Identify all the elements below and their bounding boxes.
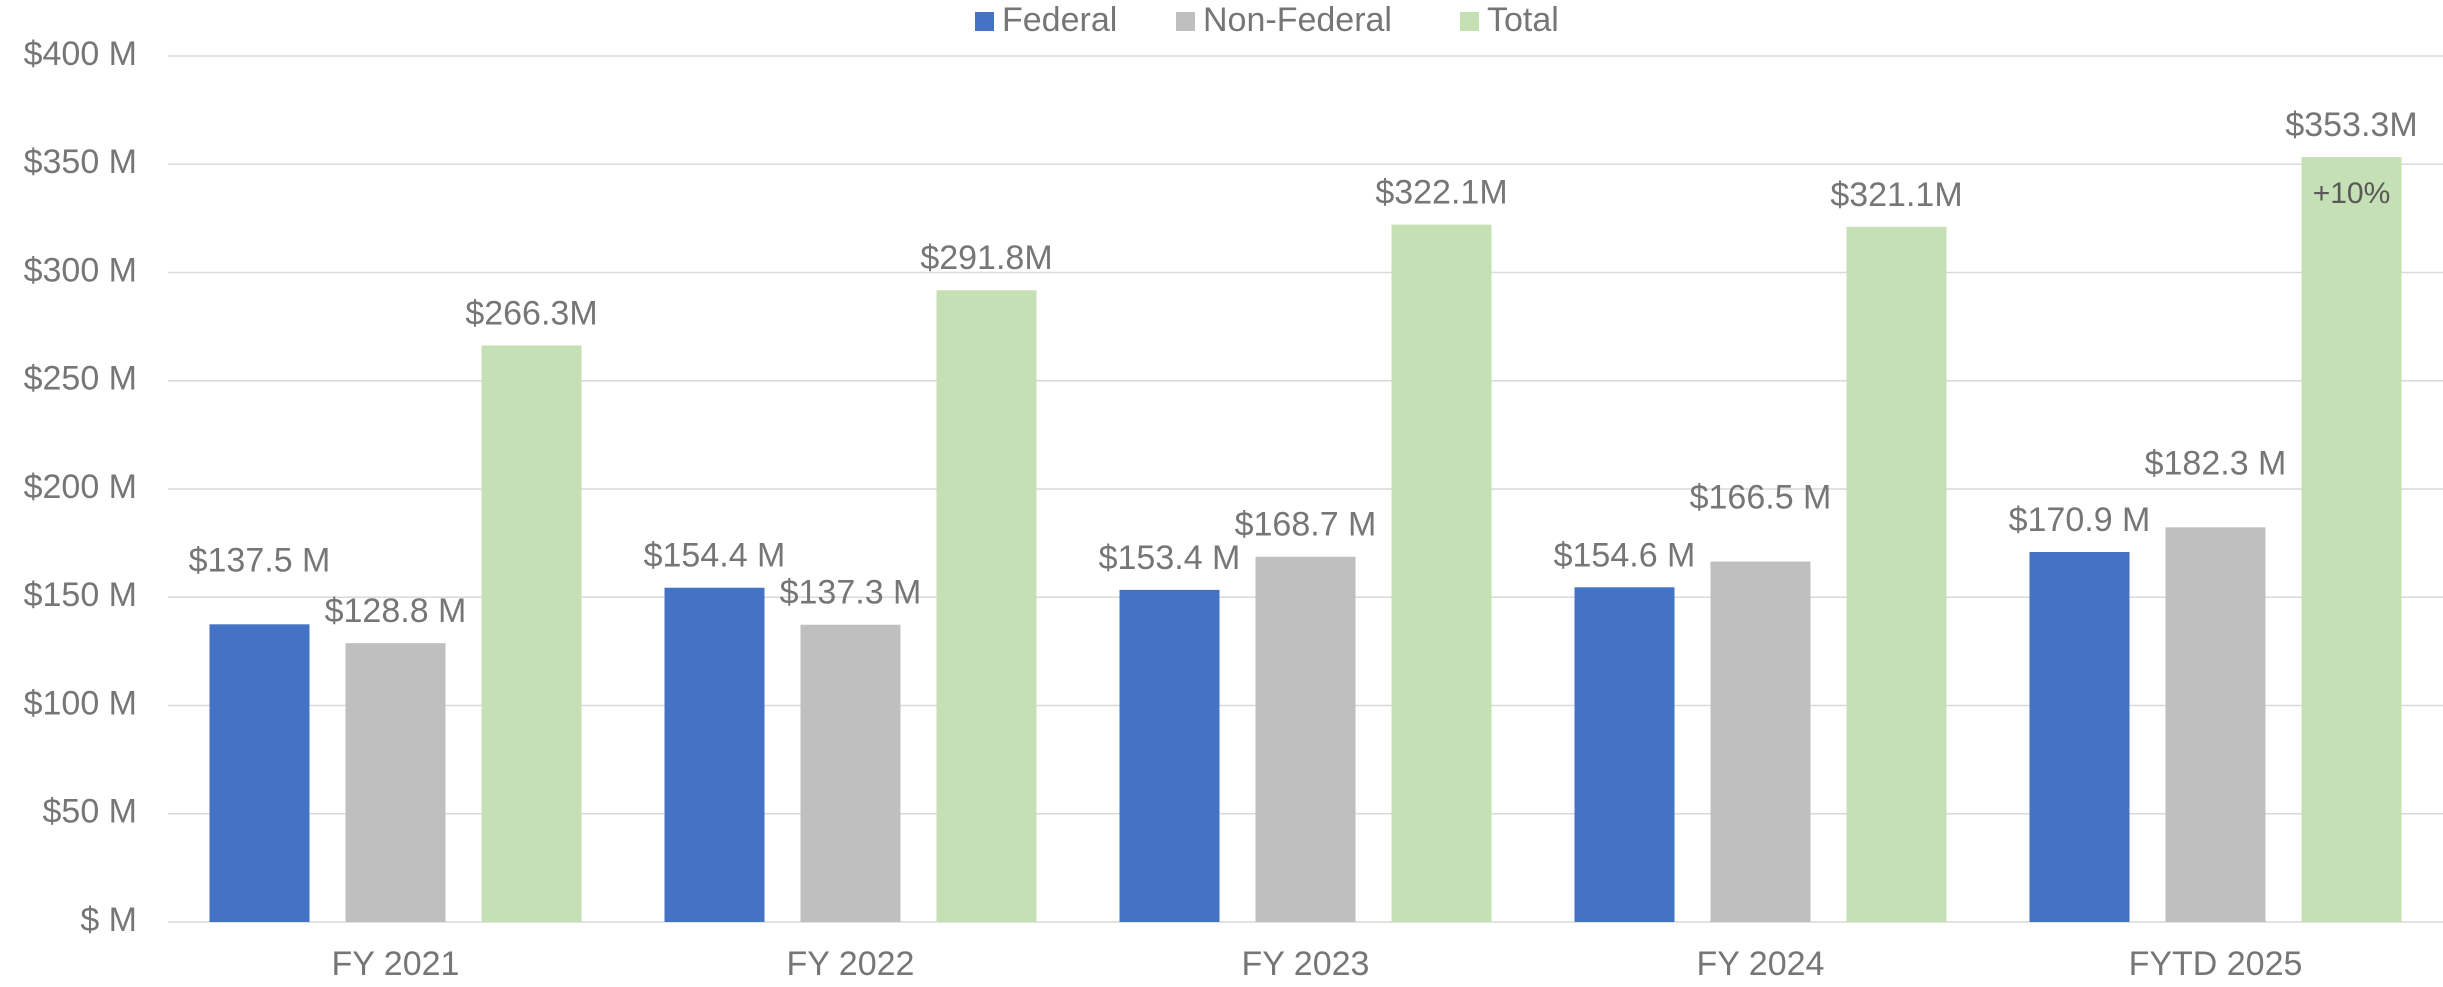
- bar: [209, 624, 310, 922]
- data-label: $137.3 M: [780, 574, 922, 612]
- legend-swatch: [1176, 12, 1195, 31]
- bar: [2165, 527, 2266, 922]
- x-tick-label: FYTD 2025: [2129, 945, 2303, 983]
- y-tick-label: $50 M: [43, 793, 138, 831]
- bar: [664, 587, 765, 922]
- bar: [1119, 589, 1220, 922]
- bar: [2029, 552, 2130, 922]
- y-tick-label: $ M: [80, 901, 137, 939]
- data-label: $166.5 M: [1690, 479, 1832, 517]
- x-tick-label: FY 2022: [787, 945, 915, 983]
- bar: [1846, 226, 1947, 923]
- x-tick-label: FY 2021: [332, 945, 460, 983]
- bar: [2301, 157, 2402, 923]
- data-label: $170.9 M: [2009, 501, 2151, 539]
- bar: [1391, 224, 1492, 922]
- bar: [800, 624, 901, 922]
- bar: [345, 643, 446, 922]
- data-label: $266.3M: [465, 294, 597, 332]
- y-tick-label: $250 M: [24, 360, 137, 398]
- bar: [1574, 587, 1675, 922]
- y-tick-label: $350 M: [24, 143, 137, 181]
- data-label: $321.1M: [1830, 176, 1962, 214]
- legend-label: Total: [1487, 1, 1559, 39]
- data-label: $168.7 M: [1235, 506, 1377, 544]
- data-label: $353.3M: [2285, 106, 2417, 144]
- data-label: $128.8 M: [325, 592, 467, 630]
- legend-swatch: [975, 12, 994, 31]
- y-tick-label: $200 M: [24, 468, 137, 506]
- y-tick-label: $400 M: [24, 35, 137, 73]
- bar: [936, 290, 1037, 922]
- legend-swatch: [1460, 12, 1479, 31]
- bar: [1255, 556, 1356, 922]
- data-label: $154.6 M: [1554, 536, 1696, 574]
- y-tick-label: $150 M: [24, 576, 137, 614]
- y-tick-label: $300 M: [24, 251, 137, 289]
- data-label: $182.3 M: [2145, 444, 2287, 482]
- x-tick-label: FY 2023: [1242, 945, 1370, 983]
- x-tick-label: FY 2024: [1697, 945, 1825, 983]
- annotation: +10%: [2313, 177, 2391, 210]
- legend-label: Non-Federal: [1203, 1, 1392, 39]
- y-tick-label: $100 M: [24, 684, 137, 722]
- legend-label: Federal: [1002, 1, 1117, 39]
- data-label: $137.5 M: [189, 541, 331, 579]
- data-label: $291.8M: [920, 239, 1052, 277]
- bar: [481, 345, 582, 922]
- data-label: $154.4 M: [644, 537, 786, 575]
- data-label: $322.1M: [1375, 174, 1507, 212]
- bar: [1710, 561, 1811, 922]
- data-label: $153.4 M: [1099, 539, 1241, 577]
